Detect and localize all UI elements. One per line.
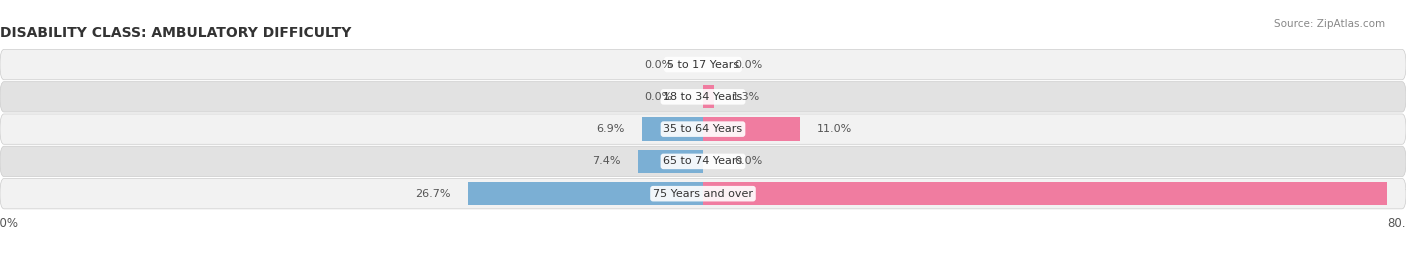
Bar (703, 85, 714, 108)
Text: 65 to 74 Years: 65 to 74 Years (664, 156, 742, 167)
FancyBboxPatch shape (0, 179, 1406, 209)
Bar (703, 182, 1386, 205)
Text: 6.9%: 6.9% (596, 124, 624, 134)
Text: 5 to 17 Years: 5 to 17 Years (666, 59, 740, 70)
Text: 18 to 34 Years: 18 to 34 Years (664, 92, 742, 102)
Bar (643, 118, 703, 141)
Bar (703, 118, 800, 141)
Text: 0.0%: 0.0% (644, 59, 672, 70)
Legend: Male, Female: Male, Female (641, 266, 765, 269)
Text: 7.4%: 7.4% (592, 156, 620, 167)
Text: 0.0%: 0.0% (734, 156, 762, 167)
Text: DISABILITY CLASS: AMBULATORY DIFFICULTY: DISABILITY CLASS: AMBULATORY DIFFICULTY (0, 26, 352, 40)
Text: 77.8%: 77.8% (1405, 189, 1406, 199)
Text: 75 Years and over: 75 Years and over (652, 189, 754, 199)
Text: 35 to 64 Years: 35 to 64 Years (664, 124, 742, 134)
Text: 0.0%: 0.0% (734, 59, 762, 70)
FancyBboxPatch shape (0, 49, 1406, 80)
Text: 0.0%: 0.0% (644, 92, 672, 102)
Text: 26.7%: 26.7% (415, 189, 451, 199)
Text: 1.3%: 1.3% (733, 92, 761, 102)
FancyBboxPatch shape (0, 114, 1406, 144)
Text: 11.0%: 11.0% (817, 124, 852, 134)
FancyBboxPatch shape (0, 146, 1406, 176)
Bar (468, 182, 703, 205)
Bar (638, 150, 703, 173)
Text: Source: ZipAtlas.com: Source: ZipAtlas.com (1274, 19, 1385, 29)
FancyBboxPatch shape (0, 82, 1406, 112)
